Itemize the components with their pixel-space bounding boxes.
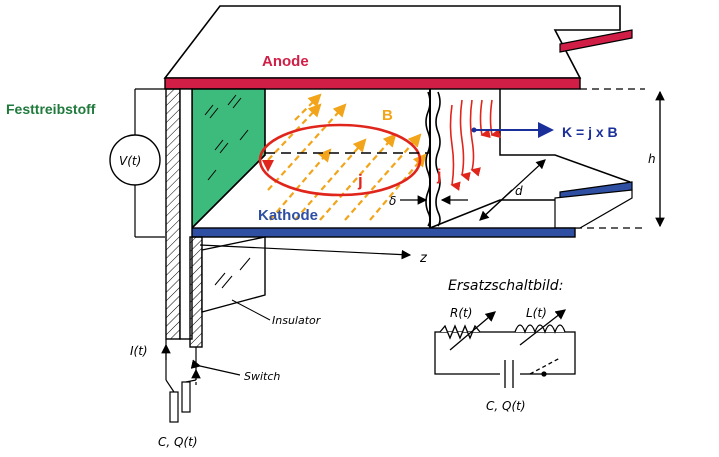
j-current-left-label: j	[357, 171, 363, 190]
equivalent-resistor-label: R(t)	[450, 306, 472, 320]
height-label: h	[648, 152, 656, 166]
equivalent-circuit-title: Ersatzschaltbild:	[448, 278, 563, 294]
j-current-right-label: j	[436, 167, 441, 184]
capacitor-label: C, Q(t)	[158, 435, 198, 449]
delta-label: δ	[389, 194, 396, 208]
festtreibstoff-block	[191, 88, 266, 230]
insulator-label: Insulator	[272, 314, 322, 327]
gap-d-label: d	[515, 184, 523, 198]
current-label: I(t)	[130, 344, 148, 358]
kathode-plate	[189, 227, 576, 238]
z-axis	[199, 244, 412, 260]
anode-label: Anode	[262, 53, 309, 70]
channel-walls	[429, 89, 633, 229]
b-field-label: B	[382, 107, 393, 124]
anode-plate	[163, 5, 633, 90]
gap-d-measure	[479, 159, 546, 221]
current-sheet	[425, 91, 441, 227]
switch-label: Switch	[244, 370, 280, 383]
lorentz-force-label: K = j x B	[562, 124, 618, 140]
b-field-lines	[267, 93, 427, 221]
voltage-label: V(t)	[119, 154, 141, 168]
equivalent-inductor-label: L(t)	[526, 306, 547, 320]
drive-circuit	[161, 339, 241, 423]
kathode-label: Kathode	[258, 207, 318, 224]
current-loop	[258, 123, 422, 197]
left-electrode	[165, 88, 203, 348]
equivalent-circuit	[434, 309, 576, 388]
z-axis-label: z	[419, 251, 428, 266]
equivalent-capacitor-label: C, Q(t)	[486, 399, 526, 413]
festtreibstoff-label: Festtreibstoff	[6, 101, 96, 117]
voltage-source	[109, 88, 165, 238]
channel-current-arrows	[449, 99, 501, 191]
lorentz-force-arrow	[471, 122, 554, 138]
insulator-block	[201, 236, 271, 321]
